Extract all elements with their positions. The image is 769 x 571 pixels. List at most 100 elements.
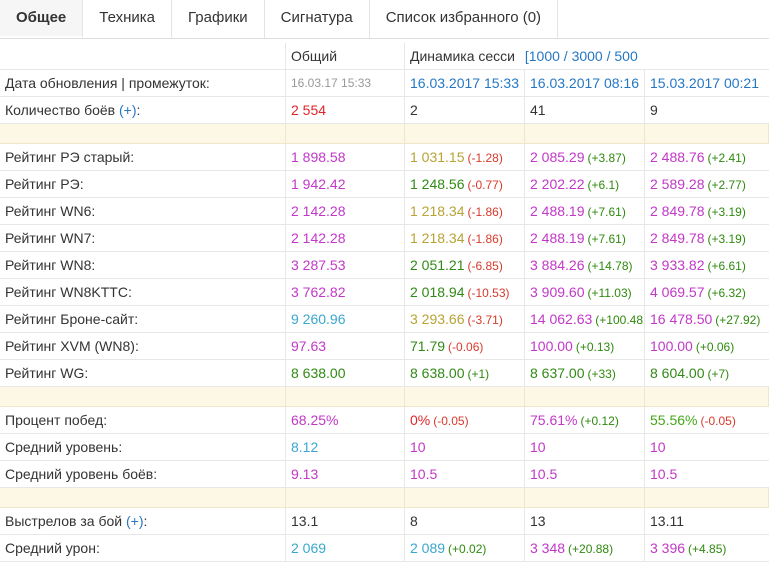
divider-cell <box>286 124 405 143</box>
rating-session-3: 100.00 (+0.06) <box>645 333 769 359</box>
avg-battle-level-session-1: 10.5 <box>405 461 525 487</box>
divider-cell <box>405 124 525 143</box>
divider-cell <box>645 387 769 406</box>
rating-session-1: 2 051.21 (-6.85) <box>405 252 525 278</box>
rating-session-1: 1 031.15 (-1.28) <box>405 144 525 170</box>
rating-s3-value: 16 478.50 <box>650 311 713 327</box>
table-row: Средний урон: 2 069 2 089 (+0.02) 3 348 (+… <box>0 535 769 562</box>
rating-s1-value: 1 031.15 <box>410 149 465 165</box>
rating-general: 1 942.42 <box>286 171 405 197</box>
update-session-3: 15.03.2017 00:21 <box>650 75 759 91</box>
rating-s3-delta: (+0.06) <box>695 340 735 354</box>
avg-battle-level-general: 9.13 <box>286 461 405 487</box>
table-row: Процент побед: 68.25% 0% (-0.05) 75.61% (+… <box>0 407 769 434</box>
rating-s3-value: 100.00 <box>650 338 693 354</box>
battles-expand-link[interactable]: (+) <box>119 102 137 118</box>
avg-level-session-3: 10 <box>650 439 666 455</box>
rating-s3-delta: (+6.61) <box>707 259 746 273</box>
rating-s1-delta: (-3.71) <box>467 313 503 327</box>
rating-session-2: 2 488.19 (+7.61) <box>525 198 645 224</box>
battles-session-1: 2 <box>405 97 525 123</box>
rating-s1-delta: (-1.86) <box>467 232 503 246</box>
battles-label: Количество боёв <box>5 102 116 118</box>
avg-battle-level-session-2: 10.5 <box>525 461 645 487</box>
table-row: Средний уровень боёв: 9.13 10.5 10.5 10.… <box>0 461 769 488</box>
damage-s1-value: 2 089 <box>410 540 446 556</box>
divider-cell <box>525 488 645 507</box>
damage-general: 2 069 <box>286 535 405 561</box>
rating-session-3: 2 589.28 (+2.77) <box>645 171 769 197</box>
rating-session-1: 3 293.66 (-3.71) <box>405 306 525 332</box>
battles-colon: : <box>136 102 141 118</box>
shots-expand-link[interactable]: (+) <box>125 513 144 529</box>
section-divider <box>0 488 769 508</box>
damage-session-3: 3 396 (+4.85) <box>645 535 769 561</box>
tab-vehicles[interactable]: Техника <box>83 0 173 38</box>
rating-s1-value: 3 293.66 <box>410 311 465 327</box>
rating-s3-delta: (+6.32) <box>707 286 746 300</box>
damage-s3-value: 3 396 <box>650 540 686 556</box>
divider-cell <box>0 124 286 143</box>
winrate-s3-delta: (-0.05) <box>700 414 736 428</box>
battles-session-2: 41 <box>525 97 645 123</box>
winrate-session-1: 0% (-0.05) <box>405 407 525 433</box>
rating-general: 9 260.96 <box>286 306 405 332</box>
rating-general: 8 638.00 <box>286 360 405 386</box>
avg-level-session-1: 10 <box>405 434 525 460</box>
update-session-2: 16.03.2017 08:16 <box>525 70 645 96</box>
row-label: Рейтинг WN6: <box>0 198 286 224</box>
divider-cell <box>286 387 405 406</box>
update-session-1: 16.03.2017 15:33 <box>405 70 525 96</box>
rating-s2-value: 2 488.19 <box>530 230 585 246</box>
rating-session-3: 16 478.50 (+27.92) <box>645 306 769 332</box>
damage-s1-delta: (+0.02) <box>448 542 487 556</box>
avg-battle-level-session-3: 10.5 <box>650 466 678 482</box>
rating-s2-value: 2 488.19 <box>530 203 585 219</box>
rating-session-2: 3 884.26 (+14.78) <box>525 252 645 278</box>
session-ranges-link[interactable]: [1000 / 3000 / 500 <box>524 48 638 64</box>
rating-session-2: 100.00 (+0.13) <box>525 333 645 359</box>
rating-session-1: 1 218.34 (-1.86) <box>405 198 525 224</box>
rating-s3-delta: (+3.19) <box>707 232 746 246</box>
rating-s3-delta: (+27.92) <box>715 313 761 327</box>
table-row: Рейтинг WN7: 2 142.28 1 218.34 (-1.86) 2 488… <box>0 225 769 252</box>
rating-s2-value: 100.00 <box>530 338 573 354</box>
divider-cell <box>0 488 286 507</box>
rating-session-3: 3 933.82 (+6.61) <box>645 252 769 278</box>
rating-s2-value: 3 909.60 <box>530 284 585 300</box>
rating-general: 2 142.28 <box>286 198 405 224</box>
tab-general[interactable]: Общее <box>0 0 84 38</box>
winrate-session-3: 55.56% (-0.05) <box>645 407 769 433</box>
rating-s3-delta: (+3.19) <box>707 205 746 219</box>
row-label: Рейтинг WG: <box>0 360 286 386</box>
shots-session-1: 8 <box>405 508 525 534</box>
rating-s1-delta: (-10.53) <box>467 286 510 300</box>
rating-general: 1 898.58 <box>286 144 405 170</box>
rating-general: 2 142.28 <box>286 225 405 251</box>
rating-session-3: 8 604.00 (+7) <box>645 360 769 386</box>
row-label: Выстрелов за бой (+): <box>0 508 286 534</box>
table-row: Рейтинг РЭ: 1 942.42 1 248.56 (-0.77) 2 202.… <box>0 171 769 198</box>
tab-charts[interactable]: Графики <box>172 0 265 38</box>
header-general: Общий <box>286 43 405 69</box>
rating-s1-delta: (-0.77) <box>467 178 503 192</box>
rating-s1-delta: (-1.28) <box>467 151 503 165</box>
tab-favorites[interactable]: Список избранного (0) <box>370 0 559 38</box>
update-general: 16.03.17 15:33 <box>286 70 405 96</box>
rating-s3-value: 2 849.78 <box>650 230 705 246</box>
rating-s2-delta: (+3.87) <box>587 151 626 165</box>
rating-s2-value: 2 202.22 <box>530 176 585 192</box>
rating-s1-value: 1 218.34 <box>410 230 465 246</box>
table-row: Рейтинг XVM (WN8): 97.63 71.79 (-0.06) 100.0… <box>0 333 769 360</box>
rating-s2-value: 14 062.63 <box>530 311 593 327</box>
damage-session-1: 2 089 (+0.02) <box>405 535 525 561</box>
divider-cell <box>645 488 769 507</box>
rating-s1-value: 8 638.00 <box>410 365 465 381</box>
row-label: Рейтинг WN8KTTC: <box>0 279 286 305</box>
rating-s3-delta: (+7) <box>707 367 730 381</box>
stats-table: Общий Динамика сесси [1000 / 3000 / 500 … <box>0 43 769 562</box>
rating-session-1: 2 018.94 (-10.53) <box>405 279 525 305</box>
rating-s2-delta: (+33) <box>587 367 616 381</box>
rating-session-1: 71.79 (-0.06) <box>405 333 525 359</box>
tab-signature[interactable]: Сигнатура <box>265 0 370 38</box>
